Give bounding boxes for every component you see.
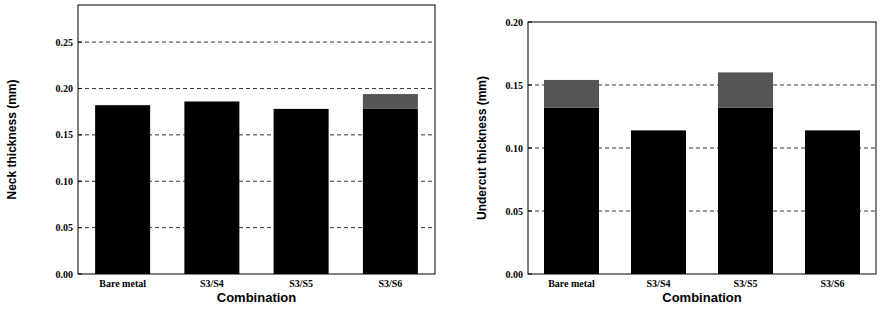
tick-label: S3/S5 xyxy=(734,278,758,289)
tick-mark xyxy=(301,270,302,274)
bar xyxy=(95,105,150,274)
bars xyxy=(544,72,860,274)
tick-label: S3/S4 xyxy=(200,278,224,289)
tick-label: 0.00 xyxy=(506,269,524,280)
bar xyxy=(718,72,773,107)
tick-label: 0.15 xyxy=(56,129,74,140)
tick-mark xyxy=(78,181,82,182)
tick-mark xyxy=(211,270,212,274)
grid-line xyxy=(78,42,435,43)
y-axis-title: Neck thickness (mm) xyxy=(5,79,19,199)
tick-mark xyxy=(78,134,82,135)
bar xyxy=(631,130,686,274)
chart: 0.00 0.05 0.10 0.15 0.20 0.25 Bare metal S3/S4 S… xyxy=(5,5,435,305)
bar xyxy=(805,130,860,274)
tick-label: 0.05 xyxy=(56,222,74,233)
plot-frame xyxy=(78,5,435,274)
tick-mark xyxy=(390,270,391,274)
x-axis-title: Combination xyxy=(217,290,296,305)
tick-label: S3/S5 xyxy=(289,278,313,289)
tick-label: 0.10 xyxy=(56,176,74,187)
bar xyxy=(363,94,418,109)
tick-label: Bare metal xyxy=(548,278,595,289)
tick-mark xyxy=(832,270,833,274)
x-axis-title: Combination xyxy=(662,290,741,305)
tick-mark xyxy=(528,148,532,149)
chart: 0.00 0.05 0.10 0.15 0.20 Bare metal S3/S4 S3/S5… xyxy=(475,17,876,306)
tick-label: 0.20 xyxy=(506,17,524,28)
figure: 0.00 0.05 0.10 0.15 0.20 0.25 Bare metal S3/S4 S… xyxy=(0,0,888,325)
tick-label: 0.10 xyxy=(506,143,524,154)
tick-label: 0.05 xyxy=(506,206,524,217)
tick-mark xyxy=(78,42,82,43)
tick-label: 0.20 xyxy=(56,83,74,94)
bar xyxy=(544,80,599,108)
tick-mark xyxy=(78,274,82,275)
plot-frame xyxy=(528,22,876,274)
tick-label: 0.15 xyxy=(506,80,524,91)
tick-mark xyxy=(78,88,82,89)
tick-mark xyxy=(528,22,532,23)
tick-mark xyxy=(658,270,659,274)
bar xyxy=(184,101,239,274)
tick-mark xyxy=(528,274,532,275)
tick-mark xyxy=(745,270,746,274)
tick-mark xyxy=(571,270,572,274)
tick-label: S3/S4 xyxy=(647,278,671,289)
tick-label: Bare metal xyxy=(99,278,146,289)
tick-mark xyxy=(78,227,82,228)
bar xyxy=(274,109,329,274)
tick-mark xyxy=(528,85,532,86)
bar xyxy=(544,108,599,274)
tick-mark xyxy=(122,270,123,274)
tick-label: S3/S6 xyxy=(378,278,402,289)
y-axis-title: Undercut thickness (mm) xyxy=(475,76,489,220)
tick-label: S3/S6 xyxy=(821,278,845,289)
bar xyxy=(363,109,418,274)
tick-label: 0.00 xyxy=(56,269,74,280)
bars xyxy=(95,94,418,274)
bar xyxy=(718,108,773,274)
tick-label: 0.25 xyxy=(56,37,74,48)
grid-line xyxy=(78,88,435,89)
tick-mark xyxy=(528,211,532,212)
